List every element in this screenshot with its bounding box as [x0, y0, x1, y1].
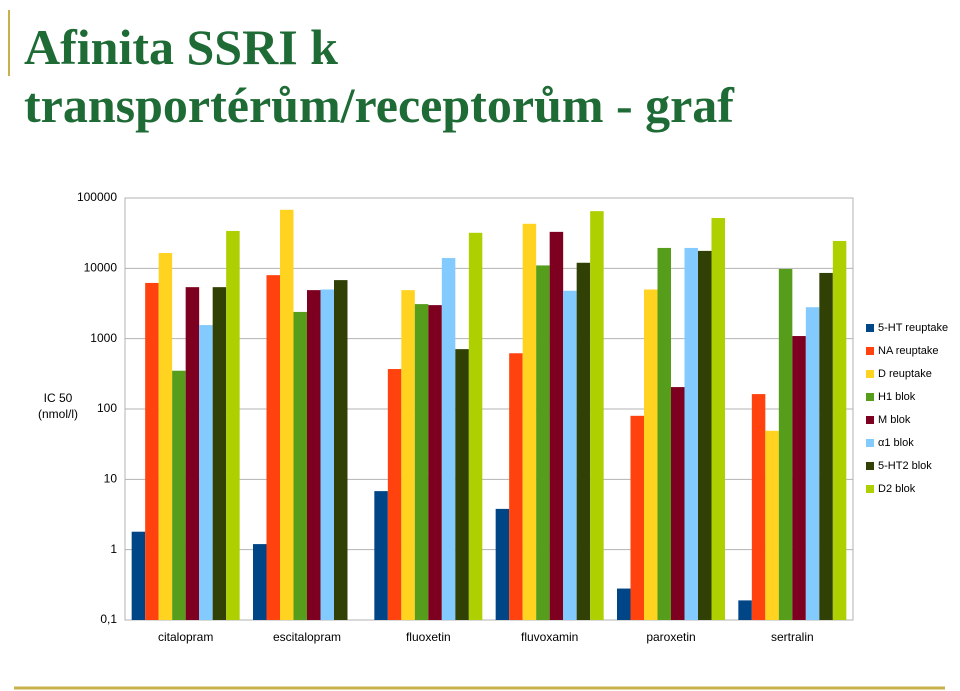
bar — [401, 290, 415, 620]
y-tick-label: 1 — [110, 542, 117, 556]
x-tick-label: fluoxetin — [406, 630, 451, 644]
bar — [307, 290, 321, 620]
bar — [617, 588, 631, 620]
bar — [145, 282, 159, 620]
bar — [765, 430, 779, 620]
slide-title: Afinita SSRI k transportérům/receptorům … — [24, 19, 734, 133]
legend-label: D2 blok — [878, 483, 916, 495]
legend-label: 5-HT reuptake — [878, 322, 948, 334]
bar — [414, 304, 429, 620]
legend-label: M blok — [878, 414, 911, 426]
bar — [576, 262, 591, 620]
bar — [320, 289, 334, 620]
y-tick-label: 10000 — [84, 261, 118, 275]
bar — [563, 290, 577, 620]
bar — [778, 268, 793, 620]
x-tick-label: citalopram — [158, 630, 213, 644]
legend-swatch — [866, 324, 874, 332]
bar — [428, 305, 442, 620]
x-tick-label: paroxetin — [646, 630, 695, 644]
legend-swatch — [866, 439, 874, 447]
bar — [698, 250, 712, 620]
bar — [266, 275, 280, 620]
legend-label: D reuptake — [878, 368, 932, 380]
y-tick-label: 1000 — [90, 331, 117, 345]
bar — [671, 387, 685, 620]
bar — [509, 353, 523, 620]
bar — [536, 265, 550, 620]
legend-swatch — [866, 370, 874, 378]
legend-swatch — [866, 485, 874, 493]
y-tick-label: 100000 — [77, 190, 117, 204]
bar — [226, 230, 240, 621]
bar — [172, 370, 186, 620]
bar — [455, 349, 469, 620]
legend-swatch — [866, 416, 874, 424]
bar — [212, 287, 227, 620]
bar — [293, 311, 307, 620]
bar — [158, 253, 173, 620]
bar — [199, 325, 213, 620]
bar — [751, 394, 766, 620]
bar — [522, 223, 537, 620]
bar — [495, 508, 510, 620]
bar — [684, 247, 698, 620]
bar — [253, 544, 267, 620]
legend-swatch — [866, 393, 874, 401]
bar — [374, 491, 388, 620]
bar — [711, 217, 725, 620]
bar — [185, 287, 200, 620]
bar — [630, 415, 644, 620]
bar — [657, 247, 671, 620]
bar — [387, 369, 402, 620]
bar — [644, 289, 658, 620]
x-tick-label: escitalopram — [273, 630, 341, 644]
x-tick-label: fluvoxamin — [521, 630, 578, 644]
legend-swatch — [866, 462, 874, 470]
bar — [549, 231, 564, 621]
legend-swatch — [866, 347, 874, 355]
x-tick-label: sertralin — [771, 630, 814, 644]
bar — [792, 336, 806, 620]
bar — [819, 272, 833, 620]
bar — [832, 240, 847, 621]
y-tick-label: 0,1 — [100, 612, 117, 626]
bar — [805, 307, 820, 620]
legend-label: 5-HT2 blok — [878, 460, 932, 472]
bar — [280, 209, 294, 620]
bar — [590, 211, 604, 620]
bar — [738, 600, 752, 620]
bar — [334, 280, 348, 620]
legend-label: NA reuptake — [878, 345, 939, 357]
legend-label: H1 blok — [878, 391, 916, 403]
bar — [131, 531, 146, 620]
legend-label: α1 blok — [878, 437, 914, 449]
bar — [441, 258, 456, 620]
bar — [468, 232, 483, 621]
y-axis-label: IC 50 (nmol/l) — [37, 391, 78, 421]
y-tick-label: 100 — [97, 401, 117, 415]
y-tick-label: 10 — [104, 472, 118, 486]
